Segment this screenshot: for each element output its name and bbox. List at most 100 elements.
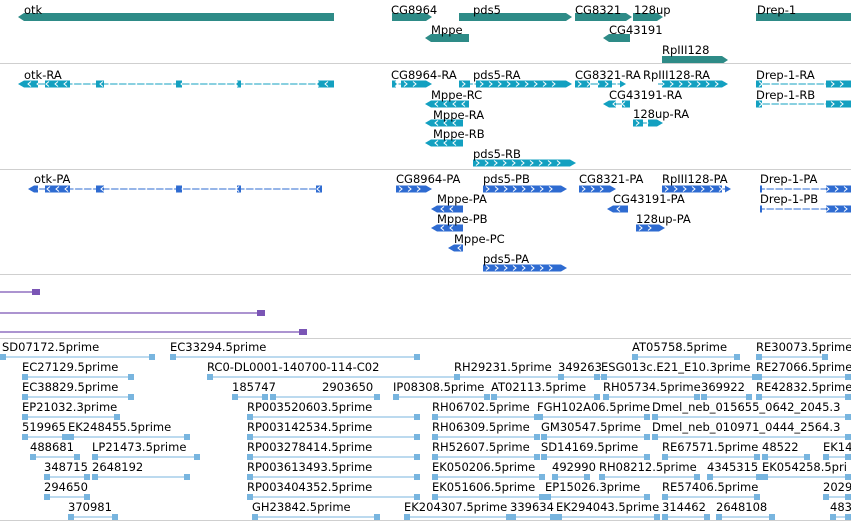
est-label[interactable]: Dmel_neb_015655_0642_2045.3: [652, 400, 841, 414]
est-block[interactable]: [414, 494, 420, 500]
est-label[interactable]: 2648108: [716, 500, 768, 514]
est-label[interactable]: EK294043.5prime: [556, 500, 660, 514]
est-block[interactable]: [694, 394, 700, 400]
est-label[interactable]: GH23842.5prime: [252, 500, 351, 514]
est-block[interactable]: [393, 394, 399, 400]
est-block[interactable]: [756, 374, 762, 380]
est-block[interactable]: [644, 494, 650, 500]
est-block[interactable]: [545, 494, 551, 500]
est-block[interactable]: [762, 474, 768, 480]
est-block[interactable]: [756, 394, 762, 400]
est-label[interactable]: EP21032.3prime: [22, 400, 118, 414]
est-block[interactable]: [823, 494, 829, 500]
est-block[interactable]: [184, 434, 190, 440]
est-block[interactable]: [644, 434, 650, 440]
est-block[interactable]: [62, 434, 68, 440]
est-block[interactable]: [662, 494, 668, 500]
est-label[interactable]: 48522: [762, 440, 799, 454]
gene-bar[interactable]: [575, 13, 626, 21]
est-label[interactable]: EK054258.5pri: [762, 460, 847, 474]
est-label[interactable]: EK050206.5prime: [432, 460, 536, 474]
est-block[interactable]: [845, 474, 851, 480]
protein-exon[interactable]: [662, 185, 722, 193]
protein-label[interactable]: Mppe-PB: [437, 212, 488, 226]
protein-label[interactable]: Mppe-PA: [437, 192, 487, 206]
est-label[interactable]: RE42832.5prime: [756, 380, 851, 394]
est-label[interactable]: 492990: [552, 460, 596, 474]
est-block[interactable]: [550, 514, 556, 520]
est-label[interactable]: RH05734.5prime: [603, 380, 701, 394]
est-block[interactable]: [404, 514, 410, 520]
protein-label[interactable]: Mppe-PC: [454, 232, 505, 246]
gene-label[interactable]: pds5: [473, 3, 501, 17]
est-block[interactable]: [594, 374, 600, 380]
est-label[interactable]: 2029: [823, 480, 851, 494]
est-block[interactable]: [374, 394, 380, 400]
est-block[interactable]: [432, 494, 438, 500]
transcript-exon[interactable]: [318, 80, 334, 88]
est-block[interactable]: [170, 354, 176, 360]
est-block[interactable]: [247, 414, 253, 420]
est-block[interactable]: [414, 434, 420, 440]
est-block[interactable]: [756, 354, 762, 360]
est-label[interactable]: 2648192: [92, 460, 144, 474]
match-end[interactable]: [299, 329, 307, 335]
est-block[interactable]: [822, 354, 828, 360]
est-block[interactable]: [432, 414, 438, 420]
transcript-label[interactable]: pds5-RB: [473, 147, 521, 161]
est-block[interactable]: [92, 474, 98, 480]
protein-exon[interactable]: [96, 185, 104, 193]
est-block[interactable]: [594, 394, 600, 400]
est-block[interactable]: [754, 494, 760, 500]
est-block[interactable]: [845, 494, 851, 500]
est-block[interactable]: [22, 414, 28, 420]
gene-label[interactable]: RpIII128: [662, 43, 710, 57]
est-label[interactable]: Dmel_neb_010971_0444_2564.3: [652, 420, 841, 434]
est-block[interactable]: [845, 434, 851, 440]
est-block[interactable]: [644, 414, 650, 420]
transcript-exon[interactable]: [401, 80, 426, 88]
est-block[interactable]: [534, 434, 540, 440]
est-block[interactable]: [552, 474, 558, 480]
est-label[interactable]: 185747: [232, 380, 276, 394]
est-block[interactable]: [270, 394, 276, 400]
est-block[interactable]: [414, 354, 420, 360]
est-block[interactable]: [374, 514, 380, 520]
est-label[interactable]: RC0-DL0001-140700-114-C02: [207, 360, 380, 374]
est-block[interactable]: [584, 474, 590, 480]
protein-label[interactable]: RpIII128-PA: [662, 172, 728, 186]
est-label[interactable]: 4345315: [707, 460, 759, 474]
gene-label[interactable]: 128up: [634, 3, 671, 17]
transcript-label[interactable]: 128up-RA: [633, 107, 690, 121]
est-block[interactable]: [632, 354, 638, 360]
est-block[interactable]: [112, 514, 118, 520]
est-label[interactable]: AT05758.5prime: [632, 340, 728, 354]
est-block[interactable]: [84, 474, 90, 480]
transcript-exon[interactable]: [237, 80, 241, 88]
est-block[interactable]: [74, 454, 80, 460]
est-block[interactable]: [44, 494, 50, 500]
est-label[interactable]: IP08308.5prime: [393, 380, 485, 394]
est-label[interactable]: EK248455.5prime: [68, 420, 172, 434]
est-block[interactable]: [247, 494, 253, 500]
est-label[interactable]: RH29231.5prime: [454, 360, 552, 374]
est-label[interactable]: EC27129.5prime: [22, 360, 119, 374]
est-block[interactable]: [541, 454, 547, 460]
est-block[interactable]: [654, 514, 660, 520]
transcript-label[interactable]: Drep-1-RB: [756, 88, 816, 102]
transcript-label[interactable]: CG8321-RA: [575, 68, 641, 82]
est-label[interactable]: 483: [830, 500, 851, 514]
est-block[interactable]: [534, 454, 540, 460]
est-block[interactable]: [414, 474, 420, 480]
est-block[interactable]: [454, 374, 460, 380]
est-block[interactable]: [762, 454, 768, 460]
transcript-label[interactable]: Mppe-RB: [433, 127, 485, 141]
match-end[interactable]: [32, 289, 40, 295]
est-block[interactable]: [247, 434, 253, 440]
transcript-exon[interactable]: [473, 159, 570, 167]
est-block[interactable]: [845, 374, 851, 380]
protein-exon[interactable]: [237, 185, 241, 193]
transcript-exon[interactable]: [648, 119, 657, 127]
transcript-label[interactable]: CG43191-RA: [609, 88, 683, 102]
est-block[interactable]: [506, 514, 512, 520]
